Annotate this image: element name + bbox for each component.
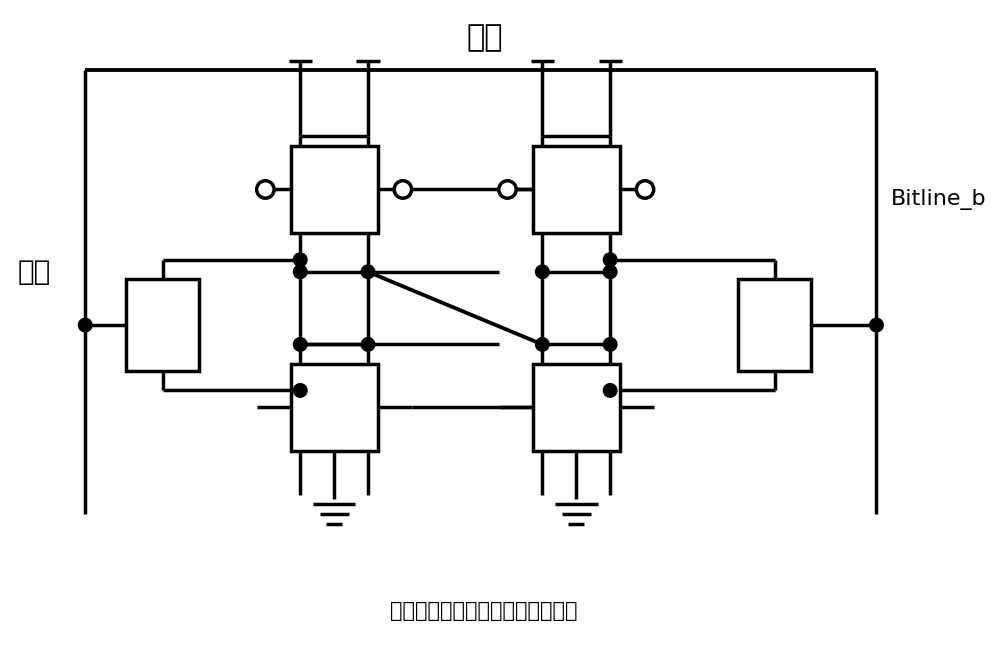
Bar xyxy=(533,364,620,451)
Circle shape xyxy=(361,265,375,279)
Text: 位线: 位线 xyxy=(17,258,51,286)
Circle shape xyxy=(499,181,516,198)
Circle shape xyxy=(603,384,617,397)
Circle shape xyxy=(603,253,617,266)
Bar xyxy=(126,279,199,371)
Text: Bitline_b: Bitline_b xyxy=(891,188,987,210)
Bar xyxy=(291,364,378,451)
Circle shape xyxy=(394,181,412,198)
Circle shape xyxy=(257,181,274,198)
Text: 常规系结栅极静态随机存取存储器: 常规系结栅极静态随机存取存储器 xyxy=(390,601,578,621)
Circle shape xyxy=(636,181,654,198)
Circle shape xyxy=(870,318,883,332)
Bar xyxy=(291,146,378,233)
Circle shape xyxy=(536,265,549,279)
Circle shape xyxy=(603,337,617,351)
Circle shape xyxy=(293,253,307,266)
Text: 字线: 字线 xyxy=(466,23,502,52)
Circle shape xyxy=(536,337,549,351)
Bar xyxy=(533,146,620,233)
Circle shape xyxy=(78,318,92,332)
Bar xyxy=(738,279,811,371)
Circle shape xyxy=(293,337,307,351)
Circle shape xyxy=(361,337,375,351)
Circle shape xyxy=(293,265,307,279)
Circle shape xyxy=(603,265,617,279)
Circle shape xyxy=(293,384,307,397)
